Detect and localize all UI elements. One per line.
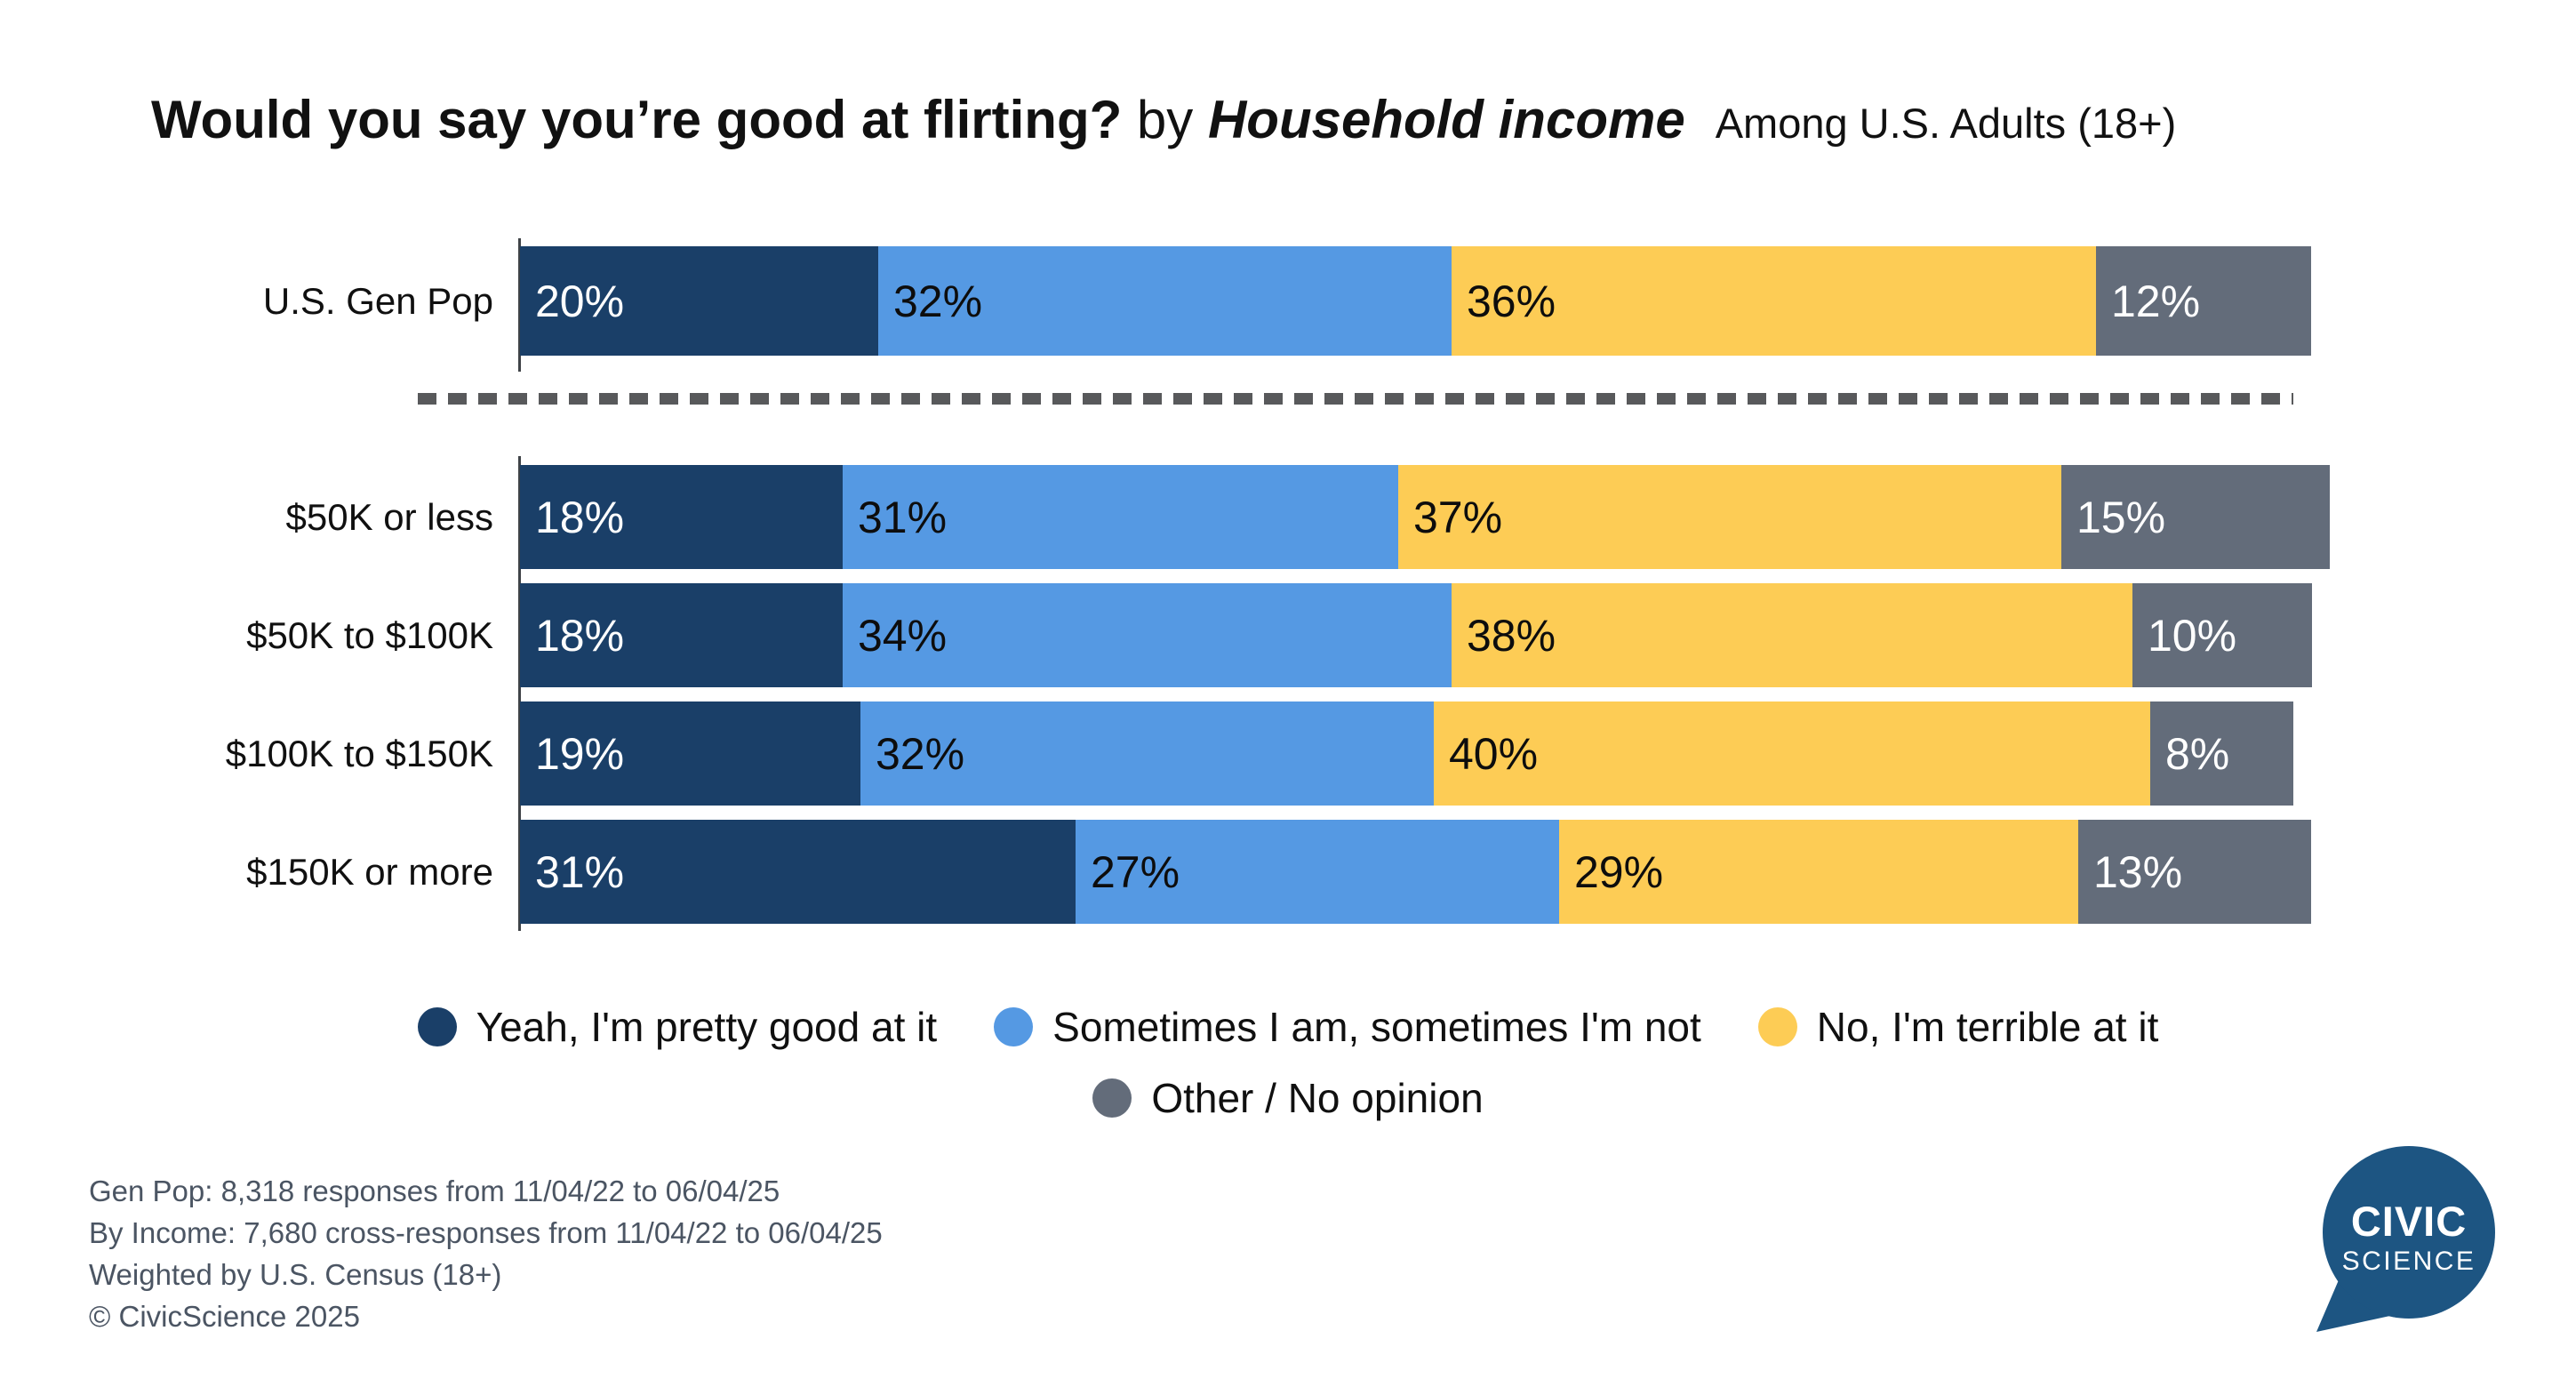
bar-segment: 20% [520, 246, 878, 356]
bar-segment: 37% [1398, 465, 2061, 569]
legend-row: Other / No opinion [1092, 1074, 1484, 1122]
legend-label: Other / No opinion [1151, 1075, 1484, 1121]
logo-text-civic: CIVIC [2351, 1198, 2467, 1245]
legend-label: Yeah, I'm pretty good at it [476, 1004, 938, 1050]
axis-line-income [518, 456, 521, 931]
segment-value-label: 19% [535, 728, 625, 779]
category-label: $50K or less [285, 495, 493, 538]
segment-value-label: 34% [858, 610, 948, 661]
category-label: $50K to $100K [246, 613, 493, 656]
segment-value-label: 18% [535, 492, 625, 542]
bar-segment: 40% [1434, 702, 2150, 806]
bar-segment: 8% [2150, 702, 2293, 806]
legend-item: Yeah, I'm pretty good at it [417, 1003, 938, 1051]
title-question: Would you say you’re good at flirting? [151, 90, 1123, 149]
segment-value-label: 31% [535, 846, 625, 897]
legend-label: Sometimes I am, sometimes I'm not [1052, 1004, 1701, 1050]
logo-bubble-icon [2323, 1146, 2495, 1319]
segment-value-label: 31% [858, 492, 948, 542]
bar-row: 19% 32% 40% 8% [520, 702, 2293, 806]
segment-value-label: 10% [2148, 610, 2237, 661]
bar-segment: 34% [843, 583, 1452, 687]
segment-value-label: 27% [1091, 846, 1180, 897]
bar-segment: 36% [1452, 246, 2096, 356]
legend-swatch-icon [417, 1007, 457, 1046]
segment-value-label: 12% [2111, 276, 2201, 326]
axis-line-genpop [518, 238, 521, 372]
bar-segment: 27% [1076, 820, 1559, 924]
bar-segment: 18% [520, 465, 843, 569]
segment-value-label: 36% [1467, 276, 1556, 326]
bar-segment: 18% [520, 583, 843, 687]
footnotes: Gen Pop: 8,318 responses from 11/04/22 t… [89, 1170, 883, 1337]
footnote-line: Gen Pop: 8,318 responses from 11/04/22 t… [89, 1175, 780, 1207]
bar-segment: 31% [843, 465, 1398, 569]
legend-row: Yeah, I'm pretty good at it Sometimes I a… [417, 1003, 2159, 1051]
logo-text-science: SCIENCE [2342, 1247, 2476, 1276]
legend-label: No, I'm terrible at it [1816, 1004, 2159, 1050]
bar-segment: 29% [1559, 820, 2078, 924]
legend-item: No, I'm terrible at it [1757, 1003, 2159, 1051]
divider-dashed-line [418, 393, 2293, 405]
footnote-line: By Income: 7,680 cross-responses from 11… [89, 1216, 883, 1249]
legend-swatch-icon [1092, 1078, 1132, 1118]
footnote-line: © CivicScience 2025 [89, 1300, 360, 1333]
bar-segment: 31% [520, 820, 1076, 924]
segment-value-label: 32% [876, 728, 965, 779]
bar-row: 18% 34% 38% 10% [520, 583, 2312, 687]
bar-segment: 10% [2132, 583, 2312, 687]
footnote-line: Weighted by U.S. Census (18+) [89, 1258, 502, 1291]
bar-row: 31% 27% 29% 13% [520, 820, 2311, 924]
bar-segment: 32% [860, 702, 1434, 806]
segment-value-label: 18% [535, 610, 625, 661]
chart-title: Would you say you’re good at flirting? b… [151, 89, 2176, 150]
legend-item: Sometimes I am, sometimes I'm not [994, 1003, 1701, 1051]
bar-row: 20% 32% 36% 12% [520, 246, 2311, 356]
legend-swatch-icon [994, 1007, 1034, 1046]
segment-value-label: 38% [1467, 610, 1556, 661]
bar-segment: 38% [1452, 583, 2132, 687]
category-label: $150K or more [246, 850, 493, 893]
category-label: U.S. Gen Pop [262, 279, 493, 322]
category-label: $100K to $150K [225, 732, 493, 774]
segment-value-label: 37% [1413, 492, 1503, 542]
segment-value-label: 13% [2093, 846, 2183, 897]
bar-segment: 13% [2078, 820, 2311, 924]
bar-row: 18% 31% 37% 15% [520, 465, 2330, 569]
segment-value-label: 20% [535, 276, 625, 326]
segment-value-label: 40% [1449, 728, 1539, 779]
title-segment: Household income [1207, 90, 1685, 149]
bar-segment: 15% [2061, 465, 2330, 569]
title-connector: by [1122, 90, 1208, 149]
bar-segment: 32% [878, 246, 1452, 356]
legend-item: Other / No opinion [1092, 1074, 1484, 1122]
segment-value-label: 29% [1574, 846, 1664, 897]
bar-segment: 19% [520, 702, 860, 806]
title-audience: Among U.S. Adults (18+) [1715, 100, 2177, 147]
segment-value-label: 8% [2165, 728, 2230, 779]
legend: Yeah, I'm pretty good at it Sometimes I a… [0, 1003, 2576, 1122]
civicscience-logo: CIVIC SCIENCE [2316, 1146, 2495, 1332]
segment-value-label: 32% [893, 276, 983, 326]
bar-segment: 12% [2096, 246, 2311, 356]
legend-swatch-icon [1757, 1007, 1797, 1046]
segment-value-label: 15% [2076, 492, 2166, 542]
